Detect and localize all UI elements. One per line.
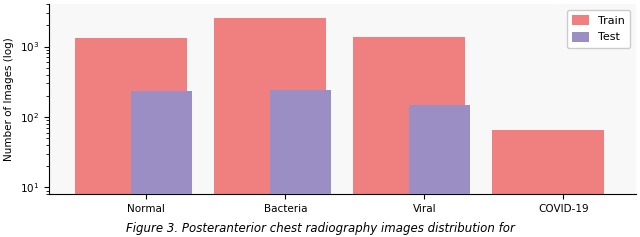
Y-axis label: Number of Images (log): Number of Images (log) (4, 37, 14, 161)
Bar (548, 198, 609, 237)
Bar (131, 91, 192, 237)
Legend: Train, Test: Train, Test (567, 10, 630, 48)
Bar (270, 90, 332, 237)
Bar (409, 105, 470, 237)
Bar (492, 130, 604, 237)
Text: Figure 3. Posteranterior chest radiography images distribution for: Figure 3. Posteranterior chest radiograp… (125, 222, 515, 235)
Bar (76, 38, 187, 237)
Bar (353, 37, 465, 237)
Bar (214, 18, 326, 237)
